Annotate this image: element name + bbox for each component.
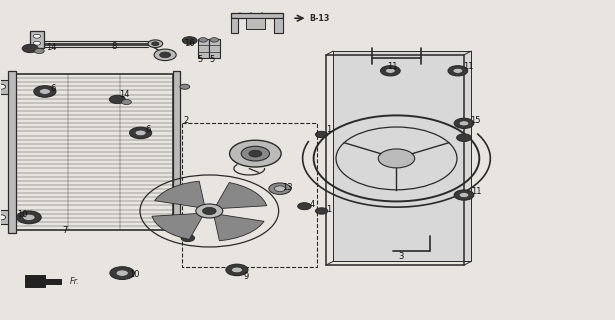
Circle shape	[378, 149, 415, 168]
Polygon shape	[154, 181, 205, 208]
Polygon shape	[333, 51, 471, 261]
Circle shape	[241, 146, 269, 161]
Text: 6: 6	[50, 84, 55, 93]
Circle shape	[459, 193, 469, 197]
Text: 1: 1	[327, 125, 331, 134]
Text: Fr.: Fr.	[69, 276, 79, 285]
Circle shape	[135, 130, 146, 136]
Circle shape	[231, 267, 242, 273]
Circle shape	[116, 270, 129, 276]
Circle shape	[110, 267, 135, 279]
Polygon shape	[0, 80, 8, 94]
Circle shape	[274, 186, 285, 192]
Circle shape	[0, 215, 6, 220]
Circle shape	[152, 42, 159, 46]
Circle shape	[454, 190, 474, 200]
Circle shape	[154, 49, 176, 60]
Circle shape	[182, 37, 197, 44]
Circle shape	[39, 89, 50, 94]
Circle shape	[160, 52, 171, 58]
Circle shape	[23, 214, 35, 220]
Polygon shape	[8, 71, 16, 233]
Circle shape	[269, 183, 291, 195]
Polygon shape	[214, 214, 264, 241]
Text: 5: 5	[210, 55, 215, 64]
Circle shape	[180, 84, 189, 89]
Text: 6: 6	[145, 125, 151, 134]
Circle shape	[22, 44, 38, 52]
Text: 14: 14	[46, 43, 56, 52]
Circle shape	[459, 121, 469, 126]
Text: 5: 5	[197, 55, 203, 64]
Circle shape	[130, 127, 152, 139]
Text: 7: 7	[63, 226, 68, 235]
Text: 14: 14	[119, 90, 130, 99]
Text: 15: 15	[470, 116, 480, 125]
Circle shape	[456, 134, 471, 141]
Polygon shape	[152, 213, 203, 239]
Circle shape	[315, 208, 328, 214]
Circle shape	[196, 204, 223, 218]
Text: 11: 11	[471, 188, 482, 196]
Text: 11: 11	[463, 61, 474, 70]
Circle shape	[210, 38, 218, 42]
Polygon shape	[216, 182, 267, 209]
Circle shape	[33, 41, 41, 45]
Circle shape	[226, 264, 248, 276]
Text: B-13: B-13	[309, 14, 330, 23]
Circle shape	[386, 68, 395, 73]
Text: 9: 9	[244, 272, 248, 281]
Polygon shape	[231, 13, 283, 18]
Circle shape	[381, 66, 400, 76]
Text: 12: 12	[177, 230, 187, 239]
Circle shape	[249, 150, 262, 157]
Circle shape	[109, 95, 125, 104]
Polygon shape	[0, 210, 8, 224]
Circle shape	[181, 235, 194, 242]
Circle shape	[122, 100, 132, 105]
Circle shape	[453, 68, 462, 73]
Text: 10: 10	[18, 210, 28, 219]
Circle shape	[180, 215, 189, 220]
Circle shape	[17, 211, 41, 224]
Text: 4: 4	[310, 200, 315, 209]
Circle shape	[315, 131, 328, 138]
Circle shape	[34, 49, 44, 53]
Circle shape	[454, 118, 474, 128]
Text: 3: 3	[398, 252, 403, 261]
Circle shape	[229, 140, 281, 167]
Bar	[208, 39, 220, 58]
Polygon shape	[231, 18, 238, 33]
Circle shape	[298, 203, 311, 210]
Bar	[197, 39, 208, 58]
Circle shape	[0, 84, 6, 89]
Circle shape	[448, 66, 467, 76]
Text: 11: 11	[387, 61, 397, 70]
Text: 10: 10	[129, 270, 140, 279]
Text: 8: 8	[111, 42, 117, 52]
Polygon shape	[30, 31, 44, 49]
Circle shape	[148, 40, 163, 48]
Circle shape	[199, 38, 207, 42]
Circle shape	[34, 86, 56, 97]
Circle shape	[202, 207, 216, 214]
Polygon shape	[274, 18, 283, 33]
Text: 1: 1	[327, 205, 331, 214]
Polygon shape	[246, 18, 264, 29]
Polygon shape	[25, 275, 61, 287]
Text: 13: 13	[282, 183, 293, 192]
Circle shape	[33, 34, 41, 38]
Text: 16: 16	[184, 39, 195, 48]
Text: 2: 2	[183, 116, 189, 125]
Polygon shape	[172, 71, 180, 233]
